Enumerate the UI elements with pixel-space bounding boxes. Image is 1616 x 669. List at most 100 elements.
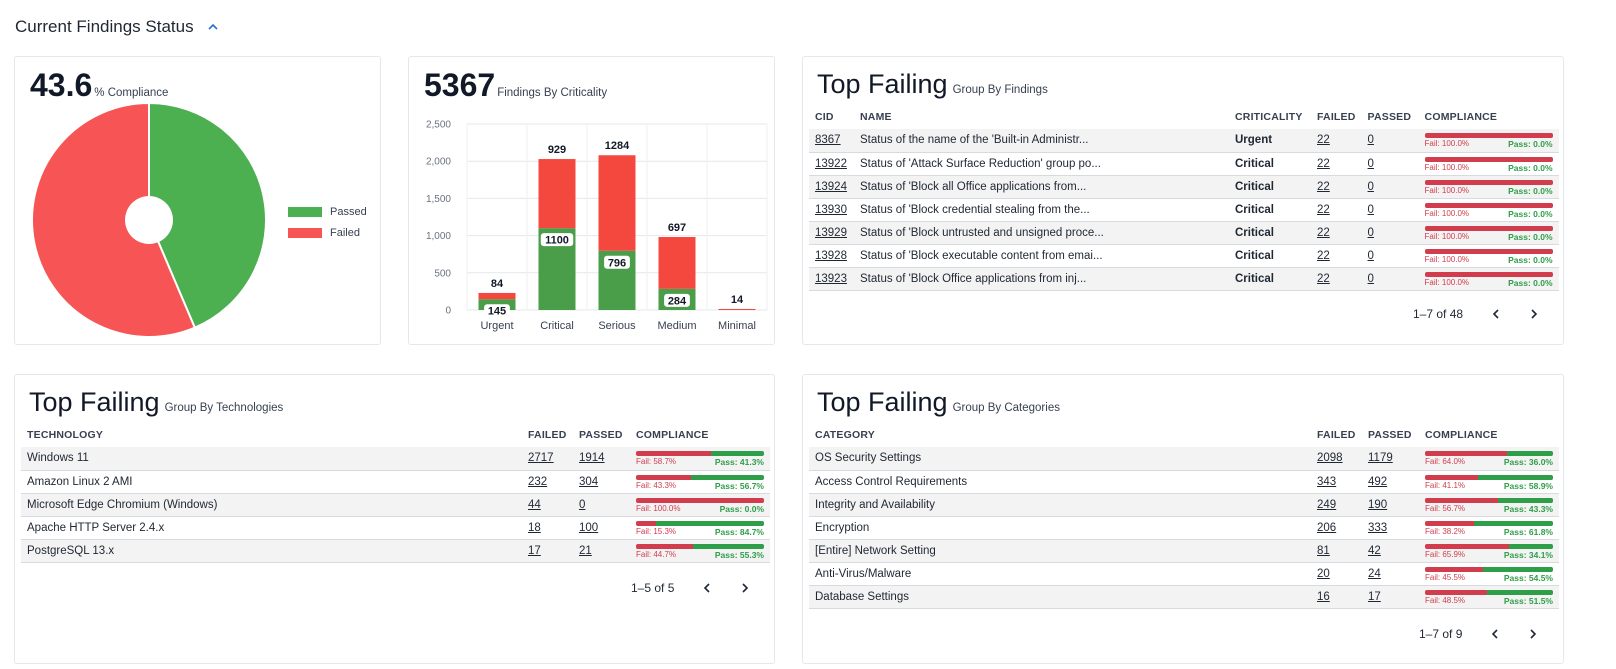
col-passed[interactable]: PASSED bbox=[1368, 429, 1412, 441]
failed-count-link[interactable]: 249 bbox=[1317, 498, 1337, 511]
table-row[interactable]: 13929 Status of 'Block untrusted and unsi… bbox=[809, 221, 1559, 245]
pie-slice-passed[interactable] bbox=[148, 104, 267, 329]
col-compliance[interactable]: COMPLIANCE bbox=[636, 429, 709, 441]
col-failed[interactable]: FAILED bbox=[528, 429, 567, 441]
table-row[interactable]: PostgreSQL 13.x 17 21 Fail: 44.7% Pass: 55.3… bbox=[21, 539, 770, 563]
failed-count-link[interactable]: 22 bbox=[1317, 249, 1330, 262]
failed-count-link[interactable]: 2098 bbox=[1317, 452, 1343, 465]
passed-count-link[interactable]: 333 bbox=[1368, 521, 1388, 534]
cid-link[interactable]: 13929 bbox=[815, 226, 847, 239]
col-compliance[interactable]: COMPLIANCE bbox=[1424, 111, 1498, 123]
criticality-total: 5367 bbox=[424, 67, 496, 103]
pie-slice-failed[interactable] bbox=[31, 104, 197, 338]
col-category[interactable]: CATEGORY bbox=[815, 429, 875, 441]
cid-link[interactable]: 13928 bbox=[815, 249, 847, 262]
table-row[interactable]: Integrity and Availability 249 190 Fail: 56… bbox=[809, 493, 1559, 517]
col-passed[interactable]: PASSED bbox=[1367, 111, 1412, 123]
passed-count-link[interactable]: 17 bbox=[1368, 590, 1381, 603]
table-row[interactable]: Anti-Virus/Malware 20 24 Fail: 45.5% Pass: 5… bbox=[809, 562, 1559, 586]
table-row[interactable]: 13922 Status of 'Attack Surface Reduction… bbox=[809, 152, 1559, 176]
bar-failed-urgent[interactable] bbox=[478, 292, 516, 300]
table-row[interactable]: Amazon Linux 2 AMI 232 304 Fail: 43.3% Pass:… bbox=[21, 470, 770, 494]
table-row[interactable]: Microsoft Edge Chromium (Windows) 44 0 Fail… bbox=[21, 493, 770, 517]
legend-item-failed[interactable]: Failed bbox=[288, 227, 367, 239]
col-failed[interactable]: FAILED bbox=[1317, 429, 1356, 441]
bar-failed-serious[interactable] bbox=[598, 155, 636, 251]
failed-count-link[interactable]: 22 bbox=[1317, 134, 1330, 147]
failed-count-link[interactable]: 206 bbox=[1317, 521, 1337, 534]
col-cid[interactable]: CID bbox=[815, 111, 834, 123]
legend-item-passed[interactable]: Passed bbox=[288, 206, 367, 218]
table-row[interactable]: Windows 11 2717 1914 Fail: 58.7% Pass: 41.3% bbox=[21, 447, 770, 471]
passed-count-link[interactable]: 0 bbox=[579, 498, 586, 511]
findings-prev-page-button[interactable] bbox=[1481, 303, 1511, 325]
table-row[interactable]: Access Control Requirements 343 492 Fail: 4… bbox=[809, 470, 1559, 494]
chevron-up-icon[interactable] bbox=[206, 20, 220, 34]
passed-count-link[interactable]: 0 bbox=[1367, 249, 1374, 262]
table-row[interactable]: OS Security Settings 2098 1179 Fail: 64.0% P… bbox=[809, 447, 1559, 471]
passed-count-link[interactable]: 1914 bbox=[579, 452, 605, 465]
passed-count-link[interactable]: 0 bbox=[1367, 157, 1374, 170]
passed-count-link[interactable]: 0 bbox=[1367, 134, 1374, 147]
bar-failed-critical[interactable] bbox=[538, 159, 576, 229]
col-technology[interactable]: TECHNOLOGY bbox=[27, 429, 104, 441]
failed-count-link[interactable]: 2717 bbox=[528, 452, 554, 465]
failed-count-link[interactable]: 22 bbox=[1317, 272, 1330, 285]
technologies-prev-page-button[interactable] bbox=[692, 577, 722, 599]
failed-count-link[interactable]: 343 bbox=[1317, 475, 1337, 488]
failed-count-link[interactable]: 22 bbox=[1317, 203, 1330, 216]
criticality-label: Findings By Criticality bbox=[497, 87, 608, 99]
passed-count-link[interactable]: 492 bbox=[1368, 475, 1388, 488]
col-compliance[interactable]: COMPLIANCE bbox=[1425, 429, 1498, 441]
col-name[interactable]: NAME bbox=[860, 111, 892, 123]
cid-link[interactable]: 8367 bbox=[815, 134, 841, 147]
passed-count-link[interactable]: 0 bbox=[1367, 226, 1374, 239]
table-row[interactable]: 13923 Status of 'Block Office application… bbox=[809, 267, 1559, 291]
x-tick-label: Critical bbox=[540, 320, 574, 332]
col-criticality[interactable]: CRITICALITY bbox=[1235, 111, 1303, 123]
passed-count-link[interactable]: 42 bbox=[1368, 544, 1381, 557]
col-passed[interactable]: PASSED bbox=[579, 429, 623, 441]
passed-count-link[interactable]: 0 bbox=[1367, 180, 1374, 193]
failed-count-link[interactable]: 16 bbox=[1317, 590, 1330, 603]
cid-link[interactable]: 13924 bbox=[815, 180, 847, 193]
passed-count-link[interactable]: 21 bbox=[579, 544, 592, 557]
table-row[interactable]: Database Settings 16 17 Fail: 48.5% Pass: 51… bbox=[809, 585, 1559, 609]
col-failed[interactable]: FAILED bbox=[1317, 111, 1356, 123]
cid-link[interactable]: 13922 bbox=[815, 157, 847, 170]
table-row[interactable]: 8367 Status of the name of the 'Built-in … bbox=[809, 129, 1559, 153]
passed-count-link[interactable]: 304 bbox=[579, 475, 599, 488]
table-row[interactable]: 13930 Status of 'Block credential stealin… bbox=[809, 198, 1559, 222]
failed-count-link[interactable]: 22 bbox=[1317, 226, 1330, 239]
failed-count-link[interactable]: 17 bbox=[528, 544, 541, 557]
passed-count-link[interactable]: 100 bbox=[579, 521, 599, 534]
findings-next-page-button[interactable] bbox=[1519, 303, 1549, 325]
failed-count-link[interactable]: 44 bbox=[528, 498, 541, 511]
passed-count-link[interactable]: 24 bbox=[1368, 567, 1381, 580]
table-row[interactable]: Encryption 206 333 Fail: 38.2% Pass: 61.8% bbox=[809, 516, 1559, 540]
failed-count-link[interactable]: 22 bbox=[1317, 180, 1330, 193]
compliance-bar-pass bbox=[655, 520, 764, 526]
technologies-next-page-button[interactable] bbox=[730, 577, 760, 599]
bar-failed-minimal[interactable] bbox=[718, 308, 756, 310]
passed-count-link[interactable]: 190 bbox=[1368, 498, 1388, 511]
table-row[interactable]: [Entire] Network Setting 81 42 Fail: 65.9% P… bbox=[809, 539, 1559, 563]
cid-link[interactable]: 13923 bbox=[815, 272, 847, 285]
bar-failed-medium[interactable] bbox=[658, 237, 696, 289]
categories-prev-page-button[interactable] bbox=[1480, 623, 1510, 645]
failed-count-link[interactable]: 18 bbox=[528, 521, 541, 534]
failed-count-link[interactable]: 232 bbox=[528, 475, 548, 488]
table-row[interactable]: 13928 Status of 'Block executable content… bbox=[809, 244, 1559, 268]
failed-count-link[interactable]: 20 bbox=[1317, 567, 1330, 580]
table-row[interactable]: Apache HTTP Server 2.4.x 18 100 Fail: 15.3%… bbox=[21, 516, 770, 540]
failed-count-link[interactable]: 81 bbox=[1317, 544, 1330, 557]
passed-count-link[interactable]: 1179 bbox=[1368, 452, 1393, 465]
passed-count-link[interactable]: 0 bbox=[1367, 272, 1374, 285]
cid-link[interactable]: 13930 bbox=[815, 203, 847, 216]
failed-count-link[interactable]: 22 bbox=[1317, 157, 1330, 170]
categories-table: CATEGORY FAILED PASSED COMPLIANCE OS Sec… bbox=[809, 425, 1559, 609]
categories-next-page-button[interactable] bbox=[1518, 623, 1548, 645]
finding-name: Status of 'Block untrusted and unsigned … bbox=[854, 221, 1229, 245]
passed-count-link[interactable]: 0 bbox=[1367, 203, 1374, 216]
table-row[interactable]: 13924 Status of 'Block all Office applica… bbox=[809, 175, 1559, 199]
